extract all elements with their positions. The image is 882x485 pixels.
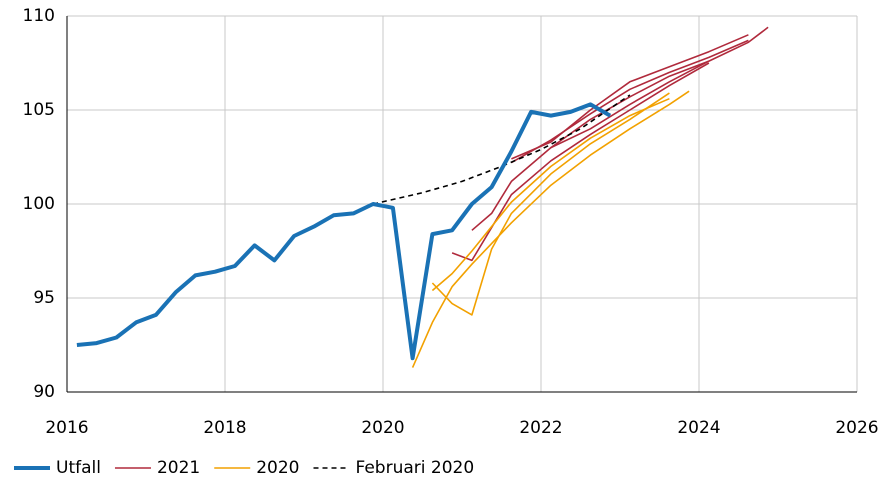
y-tick-label: 100 [23, 194, 55, 214]
x-tick-label: 2026 [835, 418, 878, 438]
x-tick-label: 2024 [677, 418, 720, 438]
x-tick-label: 2018 [203, 418, 246, 438]
legend-label: 2021 [157, 458, 200, 478]
series-line [372, 94, 631, 205]
legend-label: Februari 2020 [356, 458, 475, 478]
y-tick-label: 90 [33, 382, 55, 402]
y-tick-label: 110 [23, 6, 55, 26]
legend-label: Utfall [56, 458, 101, 478]
series-line [431, 92, 670, 316]
series-line [411, 90, 690, 368]
series-line [451, 62, 710, 262]
y-tick-label: 105 [23, 100, 55, 120]
legend-label: 2020 [256, 458, 299, 478]
series-line [471, 60, 710, 231]
series-line [76, 102, 612, 361]
y-tick-label: 95 [33, 288, 55, 308]
x-tick-label: 2020 [361, 418, 404, 438]
x-tick-label: 2016 [45, 418, 88, 438]
series-line [511, 34, 749, 160]
series-line [511, 39, 749, 164]
series-line [431, 97, 670, 292]
series-line [550, 26, 769, 149]
x-tick-label: 2022 [519, 418, 562, 438]
